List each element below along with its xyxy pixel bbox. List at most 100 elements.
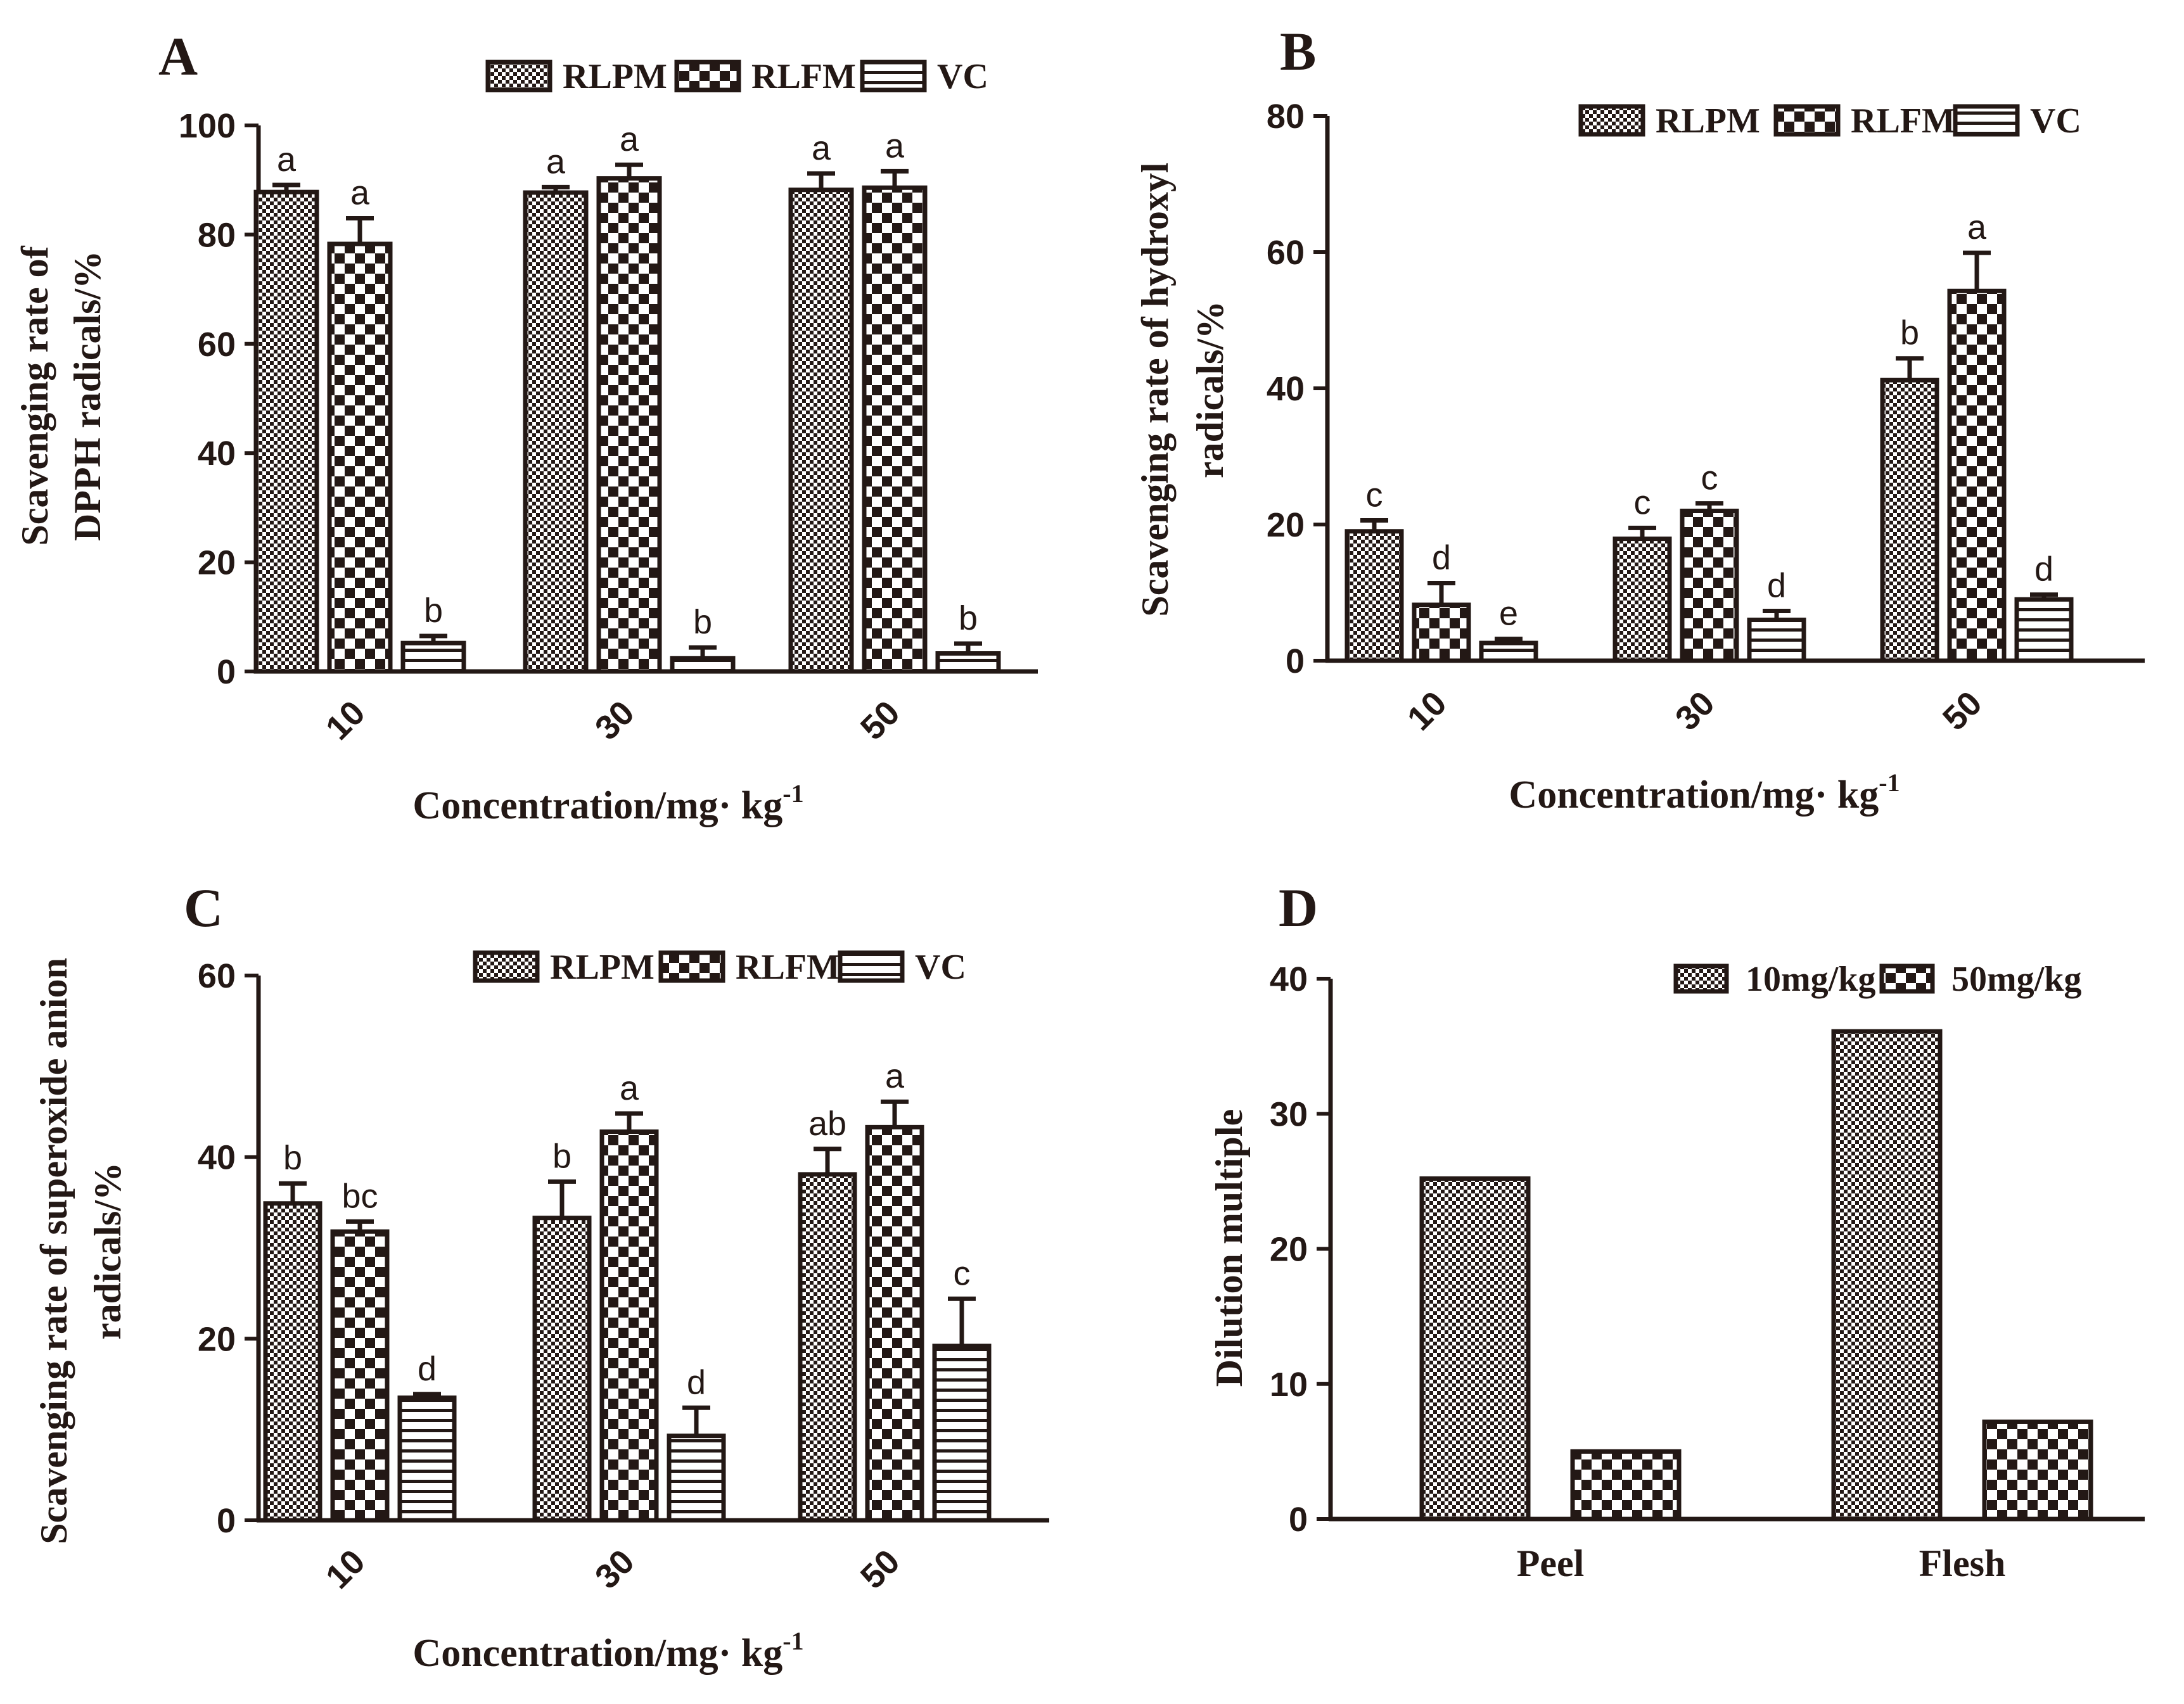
panel-letter: A [158,26,198,87]
bar-vc-30 [1747,618,1806,663]
panel-letter: B [1280,21,1316,82]
legend-label: VC [937,57,988,96]
y-axis-label: Scavenging rate of [14,245,56,545]
bar-vc-50 [935,651,1001,674]
x-axis-label-superscript: -1 [782,779,803,808]
significance-letter: a [620,120,639,158]
bar-rlfm-50 [865,1124,924,1523]
legend-swatch [1953,104,2020,137]
legend-swatch [838,950,905,983]
bar-vc-10 [1479,640,1538,663]
bar-vc-10 [400,640,466,674]
x-axis-label-superscript: -1 [1879,768,1900,797]
significance-letter: a [885,1057,905,1095]
x-tick-label: 10 [319,694,373,747]
significance-letter: a [620,1069,639,1107]
legend-item: RLPM [473,948,655,987]
chart-panel-b: B 0 20 40 60 80 c d e 10 c c d 30 b a d 50 Concentration/m… [1134,21,2145,817]
significance-letter: e [1499,595,1518,633]
panel-letter: C [184,877,223,938]
y-tick-label: 80 [198,216,236,254]
significance-letter: a [885,127,905,165]
significance-letter: c [1366,476,1383,514]
x-tick-label: 10 [319,1542,373,1596]
x-tick-label: 30 [588,1542,642,1596]
y-axis-label: DPPH radicals/% [67,251,108,541]
legend-item: RLPM [1578,101,1760,141]
bar-rlfm-50 [862,185,928,674]
y-tick-label: 40 [198,435,236,473]
x-axis-label-main: Concentration/mg· kg [1509,773,1879,817]
legend-item: 10mg/kg [1673,960,1875,999]
bar-rlfm-30 [1680,509,1739,663]
legend-label: RLFM [751,57,856,96]
legend-swatch [1879,963,1935,994]
bar-10mg-kg-flesh [1831,1029,1943,1522]
bar-rlpm-50 [788,188,854,674]
bar-rlpm-10 [263,1201,322,1523]
y-tick-label: 20 [1267,506,1305,544]
y-tick-label: 80 [1267,98,1305,136]
y-tick-label: 0 [1286,642,1305,680]
bar-vc-50 [2014,597,2074,663]
y-axis-label: radicals/% [87,1162,129,1340]
bar-50mg-kg-flesh [1982,1419,2093,1522]
y-tick-label: 30 [1270,1095,1308,1133]
significance-letter: d [1432,538,1451,576]
legend-label: RLPM [563,57,667,96]
bar-rlfm-10 [1412,602,1471,663]
significance-letter: a [277,141,297,179]
legend-label: 50mg/kg [1951,960,2081,999]
significance-letter: ab [808,1105,846,1143]
bar-rlfm-30 [596,176,662,674]
y-axis-label: Scavenging rate of superoxide anion [33,958,75,1544]
x-axis-label-main: Concentration/mg· kg [412,784,782,827]
legend-item: RLPM [485,57,667,96]
legend-swatch [1673,963,1729,994]
y-tick-label: 60 [1267,234,1305,272]
significance-letter: d [2034,550,2053,588]
y-tick-label: 20 [198,544,236,582]
x-axis-label: Concentration/mg· kg-1 [1509,768,1900,817]
significance-letter: c [954,1254,971,1292]
significance-letter: bc [342,1177,378,1215]
bar-rlpm-50 [798,1172,857,1523]
bar-rlpm-30 [532,1216,592,1523]
legend-label: VC [2030,101,2081,141]
x-tick-label: Peel [1517,1542,1585,1584]
legend-label: 10mg/kg [1746,960,1875,999]
legend-item: VC [838,948,966,987]
legend-swatch [485,60,552,92]
significance-letter: a [812,129,831,167]
y-axis-label: Dilution multiple [1208,1109,1250,1387]
legend-item: RLFM [658,948,840,987]
legend-swatch [860,60,927,92]
bar-rlpm-30 [1612,537,1672,663]
significance-letter: a [1967,208,1987,246]
significance-letter: b [424,592,443,630]
significance-letter: b [959,599,978,637]
bar-rlpm-10 [253,189,319,674]
x-tick-label: 50 [853,1542,907,1596]
bar-rlpm-50 [1880,378,1939,663]
legend-item: VC [860,57,988,96]
y-tick-label: 40 [198,1139,236,1177]
bar-rlfm-50 [1947,288,2007,663]
y-axis-label: Scavenging rate of hydroxyl [1134,162,1176,616]
y-tick-label: 60 [198,957,236,995]
y-tick-label: 40 [1267,370,1305,408]
significance-letter: d [1767,567,1786,605]
x-tick-label: 30 [1668,684,1722,738]
significance-letter: d [418,1350,437,1388]
legend-swatch [658,950,725,983]
x-axis-label-superscript: -1 [782,1627,803,1655]
legend-label: VC [915,948,966,987]
legend-label: RLFM [736,948,840,987]
legend-swatch [1578,104,1645,137]
bar-vc-30 [670,656,736,674]
significance-letter: a [546,143,566,181]
x-tick-label: 10 [1400,684,1454,738]
legend-item: RLFM [1773,101,1955,141]
legend-item: RLFM [674,57,856,96]
bar-rlpm-10 [1344,529,1404,663]
